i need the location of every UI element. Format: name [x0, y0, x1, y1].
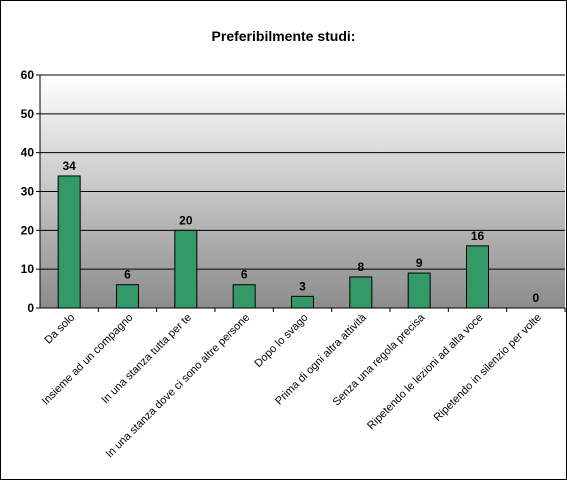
bar: [232, 284, 256, 309]
data-label: 34: [62, 159, 76, 173]
category-label: Ripetendo in silenzio per volte: [432, 312, 544, 424]
data-label: 8: [357, 260, 364, 274]
y-tick-label: 60: [21, 68, 35, 82]
bar: [57, 175, 81, 309]
chart-title: Preferibilmente studi:: [211, 28, 356, 44]
bar: [174, 229, 198, 309]
y-tick-label: 10: [21, 262, 35, 276]
category-label: Ripetendo le lezioni ad alta voce: [365, 312, 485, 432]
y-tick-label: 50: [21, 107, 35, 121]
data-label: 6: [124, 268, 131, 282]
y-tick-label: 30: [21, 185, 35, 199]
bar: [291, 295, 314, 309]
data-label: 0: [532, 291, 539, 305]
data-label: 3: [299, 279, 306, 293]
bar: [466, 245, 489, 309]
bars: [57, 175, 489, 309]
data-label: 6: [241, 268, 248, 282]
category-label: Da solo: [42, 312, 77, 347]
bar: [349, 276, 373, 309]
y-tick-label: 20: [21, 223, 35, 237]
data-label: 16: [471, 229, 485, 243]
bar: [116, 284, 139, 309]
bar: [407, 272, 431, 309]
data-label: 9: [416, 256, 423, 270]
category-label: Dopo lo svago: [252, 312, 310, 370]
y-tick-label: 0: [27, 301, 34, 315]
y-tick-label: 40: [21, 146, 35, 160]
data-label: 20: [179, 213, 193, 227]
